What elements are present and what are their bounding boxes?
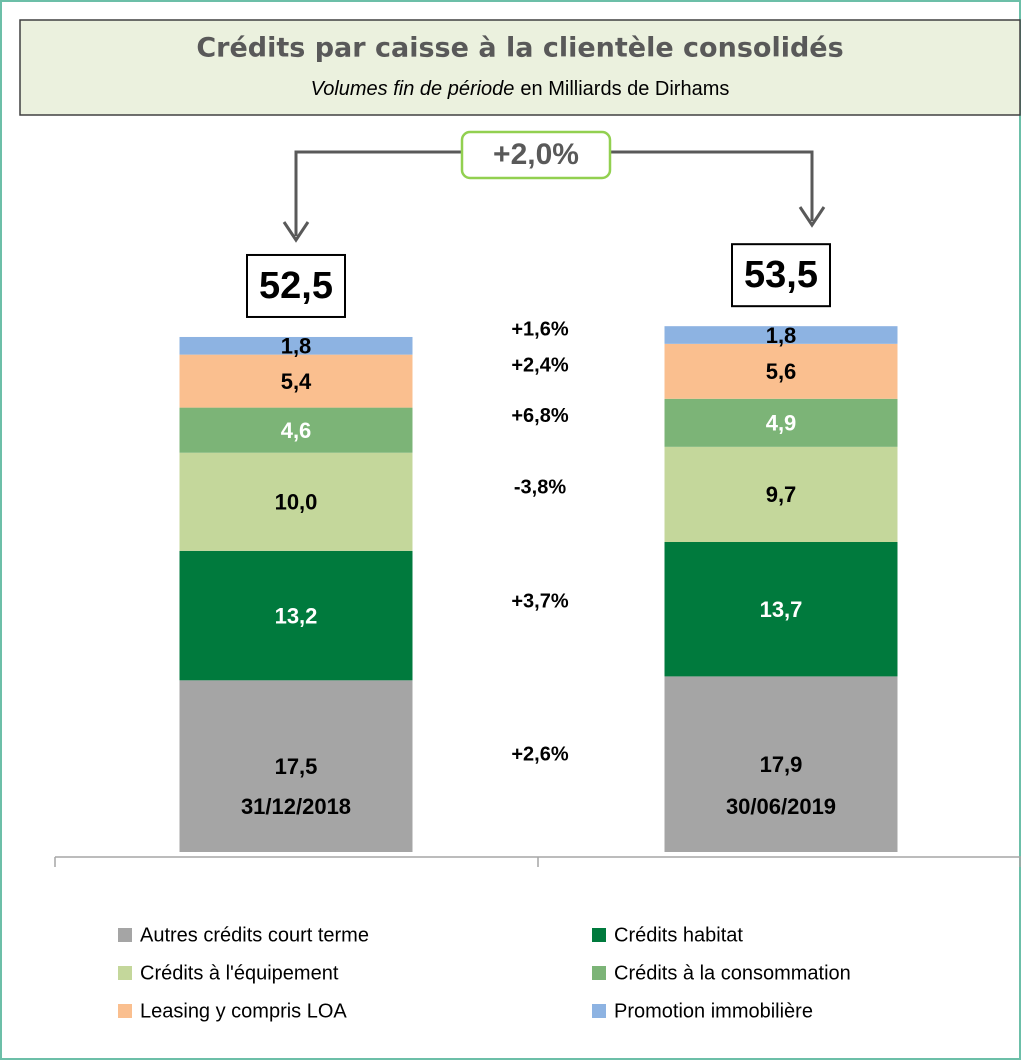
bar-segment (179, 680, 413, 852)
bar-segment (179, 336, 413, 355)
legend-swatch (592, 966, 606, 980)
data-label: 17,5 (275, 754, 318, 779)
growth-label: +2,6% (511, 743, 568, 765)
legend-swatch (118, 1004, 132, 1018)
data-label: 17,9 (760, 752, 803, 777)
data-label: 1,8 (281, 334, 312, 359)
data-label: 4,6 (281, 418, 312, 443)
subtitle-rest: en Milliards de Dirhams (520, 78, 729, 100)
legend-swatch (592, 1004, 606, 1018)
legend-label: Promotion immobilière (614, 1000, 813, 1022)
growth-label: -3,8% (514, 476, 566, 498)
data-label: 5,6 (766, 359, 797, 384)
total-label: 52,5 (259, 265, 333, 307)
bar-segment (664, 446, 898, 543)
arrowhead-left (282, 221, 310, 243)
data-label: 4,9 (766, 411, 797, 436)
legend-label: Autres crédits court terme (140, 924, 369, 946)
data-label: 13,7 (760, 597, 803, 622)
bar-segment (179, 550, 413, 681)
bar-segment (664, 326, 898, 344)
title-box (19, 19, 1021, 116)
growth-label: +2,4% (511, 354, 568, 376)
legend-swatch (118, 966, 132, 980)
arrow-left (294, 150, 462, 236)
bar-segment (179, 407, 413, 453)
arrowhead-right (798, 206, 826, 228)
total-growth: +2,0% (493, 138, 579, 171)
subtitle-italic: Volumes fin de période (311, 78, 515, 100)
growth-label: +3,7% (511, 591, 568, 613)
legend-label: Crédits habitat (614, 924, 743, 946)
x-tick-label: 30/06/2019 (726, 794, 836, 819)
bar-segment (664, 343, 898, 399)
bar-segment (664, 676, 898, 852)
legend-swatch (118, 928, 132, 942)
legend-label: Crédits à la consommation (614, 962, 851, 984)
legend-label: Crédits à l'équipement (140, 962, 339, 984)
bar-segment (179, 354, 413, 408)
total-label: 53,5 (744, 254, 818, 296)
bar-segment (664, 542, 898, 677)
bar-segment (179, 452, 413, 551)
chart-subtitle: Volumes fin de période en Milliards de Di… (311, 78, 730, 100)
data-label: 5,4 (281, 369, 312, 394)
total-box (731, 243, 831, 308)
data-label: 9,7 (766, 482, 797, 507)
data-label: 10,0 (275, 490, 318, 515)
growth-label: +1,6% (511, 319, 568, 341)
x-tick-label: 31/12/2018 (241, 794, 351, 819)
bar-segment (664, 398, 898, 447)
chart-title: Crédits par caisse à la clientèle consol… (196, 33, 843, 64)
total-box (246, 253, 346, 318)
data-label: 1,8 (766, 323, 797, 348)
legend-swatch (592, 928, 606, 942)
legend-label: Leasing y compris LOA (140, 1000, 347, 1022)
arrow-right (610, 150, 814, 221)
data-label: 13,2 (275, 603, 318, 628)
growth-box (460, 130, 612, 180)
growth-label: +6,8% (511, 405, 568, 427)
